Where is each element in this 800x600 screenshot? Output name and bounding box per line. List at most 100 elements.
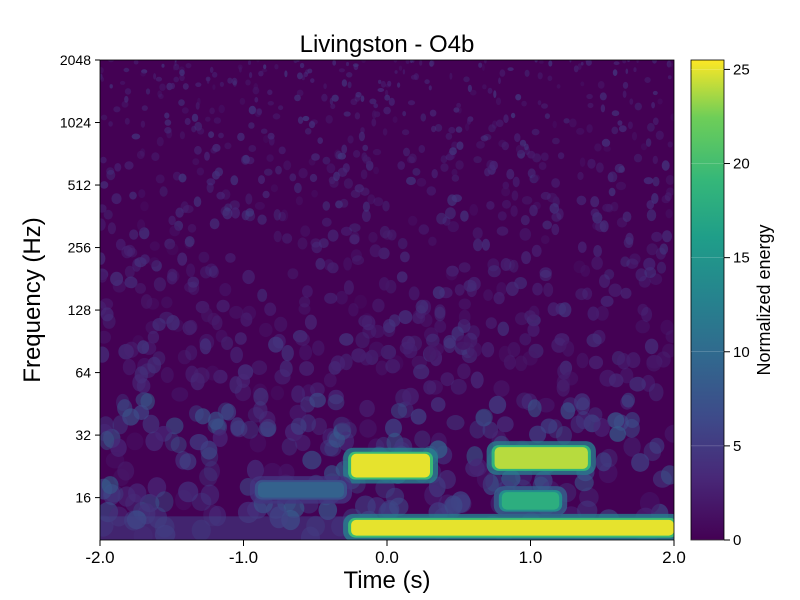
colorbar-tick-label: 25 [733,61,750,78]
noise-speck [444,495,463,516]
noise-speck [184,236,195,247]
noise-speck [110,438,127,457]
noise-speck [634,102,642,111]
noise-speck [343,178,353,189]
noise-speck [614,163,625,173]
noise-speck [161,63,165,68]
noise-speck [635,319,650,334]
noise-speck [182,83,189,90]
noise-speck [558,302,572,318]
noise-speck [617,120,623,126]
noise-speck [496,119,504,128]
noise-speck [359,399,375,418]
noise-speck [362,323,377,339]
noise-speck [218,104,225,114]
noise-speck [140,201,149,212]
noise-speck [331,94,339,102]
colorbar-gradient [690,59,725,541]
noise-speck [131,133,141,140]
noise-speck [486,201,495,210]
noise-speck [106,169,116,181]
noise-speck [410,408,427,425]
noise-speck [300,225,311,237]
noise-speck [327,229,339,242]
noise-speck [510,205,518,217]
noise-speck [310,78,315,83]
noise-speck [245,193,253,205]
noise-speck [196,167,205,176]
noise-speck [360,313,374,329]
noise-speck [377,88,385,92]
noise-speck [155,491,174,512]
noise-speck [121,101,129,108]
noise-speck [483,289,493,301]
noise-speck [327,394,345,411]
noise-speck [432,286,445,299]
noise-speck [665,330,674,343]
noise-speck [346,61,349,67]
noise-speck [215,329,228,343]
noise-speck [640,143,648,151]
noise-speck [414,430,431,448]
noise-speck [270,385,285,401]
noise-speck [389,497,409,516]
noise-speck [608,187,616,197]
noise-speck [224,203,233,212]
noise-speck [488,395,507,414]
noise-speck [299,361,315,376]
noise-speck [659,243,669,255]
noise-speck [179,453,197,471]
noise-speck [132,374,146,392]
noise-speck [219,283,232,297]
noise-speck [212,71,218,78]
noise-speck [107,222,116,235]
noise-speck [225,253,236,263]
noise-speck [603,145,611,152]
noise-speck [326,163,336,174]
noise-speck [408,153,417,164]
noise-speck [620,367,634,384]
noise-speck [587,158,596,169]
noise-speck [135,392,153,408]
noise-speck [529,204,538,217]
noise-speck [599,274,610,288]
noise-speck [527,322,540,337]
noise-speck [100,423,113,442]
noise-speck [324,292,338,304]
noise-speck [428,342,444,357]
noise-speck [123,244,136,257]
noise-speck [191,492,212,511]
noise-speck [164,432,180,452]
noise-speck [315,258,326,270]
colorbar-tick-label: 0 [733,532,741,549]
noise-speck [475,408,493,427]
noise-speck [318,500,338,520]
noise-speck [184,117,191,126]
noise-speck [164,112,170,119]
noise-speck [485,317,497,329]
noise-speck [273,230,282,243]
chart-title: Livingston - O4b [300,31,475,58]
noise-speck [607,172,614,183]
noise-speck [179,131,185,140]
noise-speck [469,458,488,477]
noise-speck [299,344,313,361]
noise-speck [467,84,472,93]
noise-speck [242,305,257,321]
noise-speck [655,130,664,140]
noise-speck [140,71,146,77]
noise-speck [298,303,311,315]
noise-speck [519,228,532,241]
noise-speck [577,171,584,181]
noise-speck [532,282,543,296]
noise-speck [455,126,463,133]
x-tick-label: 2.0 [662,548,686,567]
noise-speck [397,82,401,88]
noise-speck [661,195,671,204]
noise-speck [648,383,664,402]
noise-speck [453,107,460,113]
noise-speck [420,113,427,122]
noise-speck [335,200,343,209]
noise-speck [497,211,507,221]
noise-speck [219,81,224,87]
